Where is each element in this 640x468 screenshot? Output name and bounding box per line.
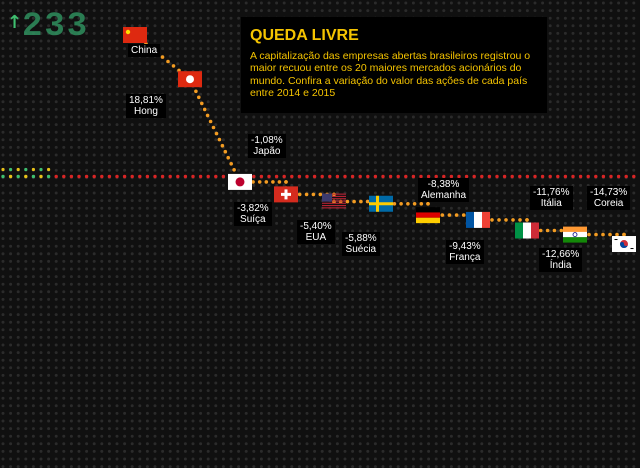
label-índia: -12,66% Índia <box>539 248 583 272</box>
chart-title: QUEDA LIVRE <box>250 27 359 44</box>
label-frança: -9,43% França <box>446 240 484 264</box>
value-label: -14,73% <box>590 187 628 198</box>
flag-japão <box>228 173 252 190</box>
flag-frança <box>466 211 490 228</box>
country-label: Alemanha <box>421 190 467 201</box>
zero-baseline <box>1 167 636 179</box>
label-itália: -11,76% Itália <box>530 186 573 210</box>
flag-índia <box>563 226 587 243</box>
country-label: França <box>449 252 481 263</box>
value-label: -5,88% <box>345 233 377 244</box>
country-label: Hong <box>134 106 158 117</box>
flag-itália <box>515 222 539 239</box>
flag-suécia <box>369 195 393 212</box>
country-label: Suíça <box>240 214 266 225</box>
label-eua: -5,40% EUA <box>297 220 335 244</box>
info-box: QUEDA LIVRE A capitalização das empresas… <box>241 17 547 113</box>
value-label: -12,66% <box>542 249 580 260</box>
value-label: -9,43% <box>449 241 481 252</box>
label-coreia: -14,73% Coreia <box>587 186 631 210</box>
label-alemanha: -8,38% Alemanha <box>418 178 470 202</box>
country-label: Coreia <box>593 198 624 209</box>
country-label: Suécia <box>345 244 377 255</box>
chart-description: A capitalização das empresas abertas bra… <box>250 50 531 100</box>
label-hong: 18,81% Hong <box>126 94 166 118</box>
value-label: -1,08% <box>251 135 283 146</box>
flag-coreia <box>612 236 636 253</box>
label-suíça: -3,82% Suíça <box>234 202 272 226</box>
flag-china <box>123 27 147 43</box>
flag-suíça <box>274 186 298 203</box>
label-china: China <box>128 44 161 57</box>
country-label: Itália <box>540 198 562 209</box>
value-label: -3,82% <box>237 203 269 214</box>
flag-hong <box>178 71 202 88</box>
country-flags <box>123 27 636 253</box>
country-label: Japão <box>253 146 281 157</box>
value-label: -8,38% <box>427 179 460 190</box>
country-label: China <box>131 45 158 56</box>
label-suécia: -5,88% Suécia <box>342 232 380 256</box>
up-arrow-icon: ↑ <box>7 12 23 33</box>
value-label: 18,81% <box>129 95 163 106</box>
value-label: -11,76% <box>533 187 570 198</box>
country-label: EUA <box>305 232 327 243</box>
label-japão: -1,08% Japão <box>248 134 286 158</box>
flag-alemanha <box>416 207 440 224</box>
country-label: Índia <box>549 260 572 271</box>
value-label: -5,40% <box>300 221 332 232</box>
top-value: 233 <box>22 8 90 46</box>
flag-eua <box>322 193 346 209</box>
